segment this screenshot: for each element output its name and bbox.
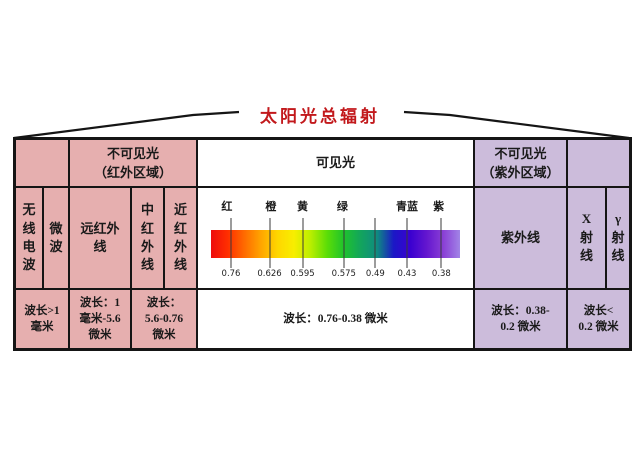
spectrum-color-label: 青蓝 <box>396 201 418 213</box>
wavelength-visible: 波长：0.76-0.38 微米 <box>198 290 473 348</box>
spectrum-boundary-value: 0.575 <box>331 269 356 279</box>
spectrum-boundary-value: 0.49 <box>365 269 385 279</box>
spectrum-tick <box>343 218 345 268</box>
spectrum-color-bar <box>210 230 460 258</box>
wavelength-far-infrared: 波长：1 毫米-5.6 微米 <box>70 290 130 348</box>
header-invisible-infrared: 不可见光 （红外区域） <box>70 140 196 186</box>
band-radio-wave: 无 线 电 波 <box>16 188 42 288</box>
header-invisible-ultraviolet: 不可见光 （紫外区域） <box>475 140 566 186</box>
band-far-infrared: 远红外 线 <box>70 188 130 288</box>
spectrum-boundary-value: 0.43 <box>397 269 417 279</box>
band-mid-infrared: 中 红 外 线 <box>132 188 163 288</box>
spectrum-table: 不可见光 （红外区域） 可见光 不可见光 （紫外区域） 无 线 电 波 微 波 … <box>13 137 632 351</box>
header-visible-light: 可见光 <box>198 140 473 186</box>
spectrum-color-label: 紫 <box>433 201 445 213</box>
spectrum-tick <box>269 218 270 268</box>
band-xray: X 射 线 <box>568 188 605 288</box>
page-title: 太阳光总辐射 <box>260 107 380 126</box>
spectrum-color-label: 红 <box>221 201 233 213</box>
spectrum-tick <box>302 218 303 268</box>
spectrum-boundary-value: 0.595 <box>290 269 315 279</box>
wavelength-mid-near-infrared: 波长： 5.6-0.76 微米 <box>132 290 196 348</box>
spectrum-tick <box>440 218 442 268</box>
header-cell-empty-left <box>16 140 68 186</box>
band-near-infrared: 近 红 外 线 <box>165 188 196 288</box>
band-ultraviolet: 紫外线 <box>475 188 566 288</box>
spectrum-tick <box>374 218 376 268</box>
visible-spectrum-cell: 红 橙 黄 绿 青蓝 紫 0.76 0.626 0.595 0.575 0.49 0.43 0.38 <box>198 188 473 288</box>
spectrum-color-label: 绿 <box>336 201 348 213</box>
wavelength-xray-gamma: 波长< 0.2 微米 <box>568 290 629 348</box>
spectrum-boundary-value: 0.76 <box>221 269 241 279</box>
header-cell-empty-right <box>568 140 629 186</box>
band-microwave: 微 波 <box>44 188 68 288</box>
spectrum-boundary-value: 0.626 <box>257 269 282 279</box>
spectrum-color-label: 橙 <box>265 201 277 213</box>
spectrum-tick <box>406 218 408 268</box>
wavelength-ultraviolet: 波长：0.38- 0.2 微米 <box>475 290 566 348</box>
band-gamma-ray: γ 射 线 <box>607 188 629 288</box>
spectrum-tick <box>230 218 232 268</box>
spectrum-color-label: 黄 <box>297 201 308 213</box>
wavelength-radio-microwave: 波长>1 毫米 <box>16 290 68 348</box>
spectrum-boundary-value: 0.38 <box>431 269 451 279</box>
